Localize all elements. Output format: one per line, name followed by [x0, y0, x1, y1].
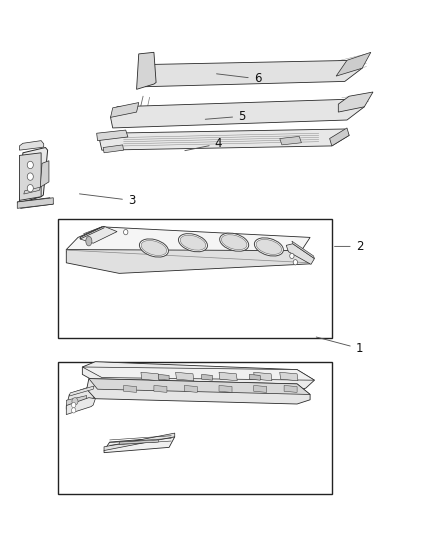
Circle shape	[27, 173, 33, 180]
Ellipse shape	[256, 239, 282, 254]
Polygon shape	[286, 244, 314, 264]
Polygon shape	[66, 227, 310, 261]
Polygon shape	[154, 385, 167, 392]
Text: 5: 5	[205, 110, 245, 123]
Circle shape	[27, 184, 33, 192]
Polygon shape	[158, 374, 169, 380]
Polygon shape	[66, 249, 310, 273]
Ellipse shape	[139, 239, 169, 257]
Circle shape	[72, 398, 78, 405]
Polygon shape	[124, 385, 137, 392]
Ellipse shape	[220, 233, 249, 251]
Text: 3: 3	[79, 194, 135, 207]
Polygon shape	[219, 385, 232, 392]
Polygon shape	[176, 372, 194, 381]
Polygon shape	[66, 387, 102, 409]
Text: 2: 2	[335, 240, 363, 253]
Polygon shape	[80, 227, 117, 243]
Polygon shape	[17, 198, 53, 208]
Ellipse shape	[86, 236, 92, 246]
Polygon shape	[66, 398, 95, 415]
Polygon shape	[104, 437, 175, 453]
Polygon shape	[184, 385, 197, 392]
Polygon shape	[103, 145, 124, 153]
Polygon shape	[141, 372, 159, 381]
Circle shape	[71, 408, 76, 413]
Polygon shape	[100, 129, 349, 150]
Ellipse shape	[180, 235, 206, 250]
Polygon shape	[336, 52, 371, 76]
Polygon shape	[284, 385, 297, 392]
Polygon shape	[19, 141, 44, 150]
Polygon shape	[40, 161, 49, 187]
Bar	[59, 362, 332, 494]
Polygon shape	[104, 433, 175, 450]
Polygon shape	[80, 227, 104, 239]
Text: 4: 4	[185, 138, 222, 151]
Polygon shape	[110, 102, 139, 117]
Circle shape	[71, 402, 76, 408]
Polygon shape	[254, 385, 267, 392]
Polygon shape	[330, 128, 349, 146]
Polygon shape	[338, 92, 373, 112]
Ellipse shape	[221, 235, 247, 249]
Polygon shape	[254, 372, 272, 381]
Bar	[59, 219, 332, 338]
Polygon shape	[69, 386, 94, 396]
Polygon shape	[66, 395, 87, 407]
Polygon shape	[201, 374, 212, 380]
Circle shape	[293, 260, 297, 265]
Ellipse shape	[141, 240, 167, 255]
Polygon shape	[119, 440, 158, 444]
Circle shape	[124, 230, 128, 235]
Polygon shape	[219, 372, 237, 381]
Polygon shape	[292, 241, 314, 259]
Polygon shape	[280, 372, 298, 381]
Polygon shape	[110, 99, 364, 128]
Polygon shape	[87, 378, 310, 404]
Polygon shape	[82, 367, 314, 380]
Polygon shape	[17, 198, 53, 208]
Polygon shape	[280, 136, 301, 145]
Polygon shape	[249, 374, 260, 380]
Text: 1: 1	[316, 337, 363, 355]
Polygon shape	[19, 148, 48, 203]
Polygon shape	[89, 378, 310, 394]
Ellipse shape	[254, 238, 283, 256]
Polygon shape	[97, 130, 128, 141]
Text: 6: 6	[216, 72, 261, 85]
Ellipse shape	[178, 233, 208, 252]
Circle shape	[27, 161, 33, 168]
Polygon shape	[19, 153, 41, 200]
Polygon shape	[143, 60, 362, 87]
Polygon shape	[82, 362, 314, 391]
Circle shape	[290, 253, 294, 259]
Polygon shape	[24, 187, 40, 194]
Polygon shape	[137, 52, 156, 90]
